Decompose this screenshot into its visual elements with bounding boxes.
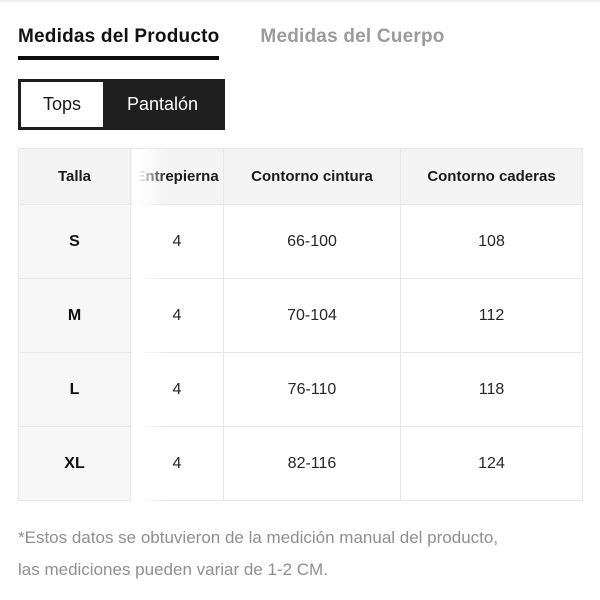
cell-entrepierna: 4 <box>130 204 224 279</box>
cell-entrepierna: 4 <box>130 426 224 501</box>
header-entrepierna: Entrepierna <box>130 148 224 205</box>
table-row-xl: XL 4 82-116 124 <box>18 426 583 501</box>
cell-caderas: 112 <box>400 278 583 353</box>
disclaimer-line-1: *Estos datos se obtuvieron de la medició… <box>18 528 499 547</box>
cell-cintura: 82-116 <box>223 426 401 501</box>
size-table: Talla Entrepierna Contorno cintura Conto… <box>18 148 583 501</box>
cell-entrepierna: 4 <box>130 352 224 427</box>
cell-cintura: 70-104 <box>223 278 401 353</box>
tab-medidas-del-producto[interactable]: Medidas del Producto <box>18 26 220 60</box>
tab-medidas-del-cuerpo[interactable]: Medidas del Cuerpo <box>260 26 445 47</box>
disclaimer-line-2: las mediciones pueden variar de 1-2 CM. <box>18 560 328 579</box>
panel-top-divider <box>0 0 600 2</box>
header-contorno-cintura: Contorno cintura <box>223 148 401 205</box>
cell-caderas: 118 <box>400 352 583 427</box>
measurement-disclaimer: *Estos datos se obtuvieron de la medició… <box>18 522 588 586</box>
header-contorno-caderas: Contorno caderas <box>400 148 583 205</box>
header-talla: Talla <box>18 148 131 205</box>
table-row-s: S 4 66-100 108 <box>18 204 583 279</box>
cell-size: XL <box>18 426 131 501</box>
cell-cintura: 66-100 <box>223 204 401 279</box>
table-row-l: L 4 76-110 118 <box>18 352 583 427</box>
size-table-header-row: Talla Entrepierna Contorno cintura Conto… <box>18 148 583 205</box>
cell-entrepierna: 4 <box>130 278 224 353</box>
cell-size: M <box>18 278 131 353</box>
cell-cintura: 76-110 <box>223 352 401 427</box>
garment-type-toggle: Tops Pantalón <box>18 79 225 130</box>
size-table-scroll-region[interactable]: Talla Entrepierna Contorno cintura Conto… <box>18 148 583 501</box>
measure-tabs: Medidas del Producto Medidas del Cuerpo <box>18 26 445 60</box>
cell-size: S <box>18 204 131 279</box>
cell-size: L <box>18 352 131 427</box>
toggle-pantalon-button[interactable]: Pantalón <box>103 82 222 127</box>
toggle-tops-button[interactable]: Tops <box>21 82 103 127</box>
cell-caderas: 124 <box>400 426 583 501</box>
cell-caderas: 108 <box>400 204 583 279</box>
table-row-m: M 4 70-104 112 <box>18 278 583 353</box>
